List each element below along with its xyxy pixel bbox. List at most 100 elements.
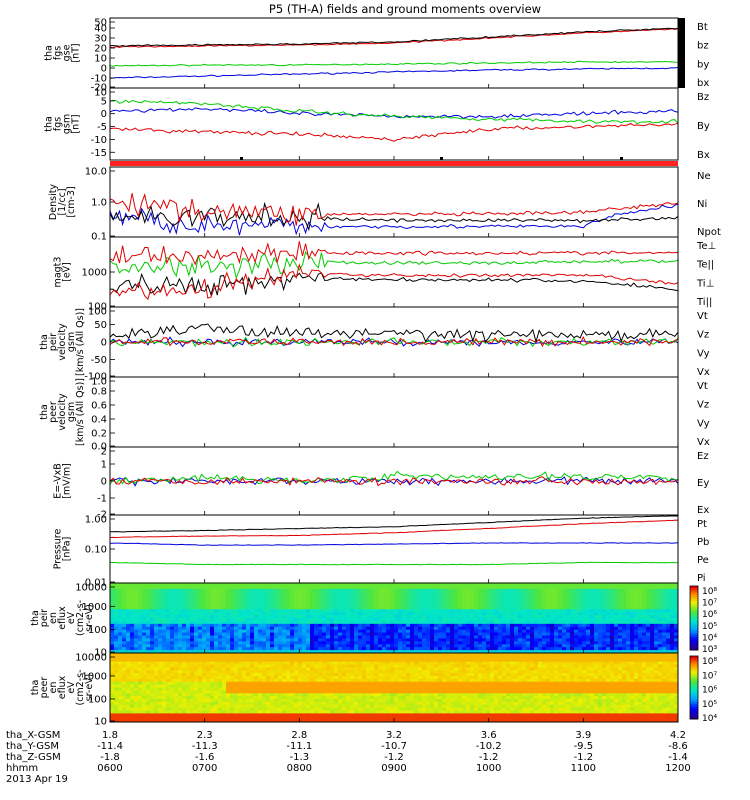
spec-cell (386, 606, 391, 610)
spec-cell (582, 632, 587, 636)
spec-cell (274, 641, 279, 645)
spec-cell (174, 594, 179, 598)
spec-cell (542, 635, 547, 639)
spec-cell (418, 597, 423, 601)
spec-cell (230, 673, 235, 677)
colorbar-cell (690, 624, 698, 628)
spec-cell (566, 641, 571, 645)
spec-cell (510, 615, 515, 619)
spec-cell (350, 635, 355, 639)
spec-cell (246, 713, 251, 717)
spec-cell (298, 615, 303, 619)
spec-cell (174, 676, 179, 680)
spec-cell (158, 673, 163, 677)
spec-cell (138, 626, 143, 631)
series-Vx (109, 336, 679, 348)
spec-cell (302, 641, 307, 645)
spec-cell (286, 661, 291, 665)
spec-cell (206, 626, 211, 631)
spec-cell (174, 609, 179, 613)
spec-cell (238, 583, 243, 587)
spec-cell (242, 670, 247, 674)
y-tick-label: 1000 (82, 602, 107, 613)
spec-cell (658, 647, 663, 651)
spec-cell (226, 606, 231, 610)
spec-cell (582, 591, 587, 596)
spec-cell (238, 707, 243, 711)
spec-cell (118, 650, 123, 654)
spec-cell (626, 606, 631, 610)
spec-cell (242, 588, 247, 593)
spec-cell (502, 623, 507, 628)
spec-cell (546, 641, 551, 645)
spec-cell (574, 588, 579, 593)
spec-cell (294, 693, 299, 697)
spec-cell (590, 588, 595, 593)
spec-cell (218, 612, 223, 616)
spec-cell (322, 650, 327, 654)
spec-cell (246, 673, 251, 677)
spec-cell (554, 597, 559, 601)
spec-cell (314, 664, 319, 668)
spec-cell (330, 684, 335, 688)
spec-cell (250, 719, 255, 723)
spec-cell (230, 707, 235, 711)
spec-cell (122, 650, 127, 654)
spec-cell (258, 713, 263, 717)
spec-cell (422, 635, 427, 639)
spec-cell (370, 594, 375, 598)
spec-cell (438, 606, 443, 610)
spec-cell (302, 600, 307, 604)
y-tick-label: 0 (101, 109, 107, 120)
spec-cell (158, 658, 163, 663)
spec-cell (254, 693, 259, 697)
spec-cell (134, 676, 139, 680)
spec-cell (646, 615, 651, 619)
spec-cell (346, 644, 351, 648)
spec-cell (290, 687, 295, 691)
spec-cell (434, 629, 439, 633)
spec-cell (542, 588, 547, 593)
spec-cell (346, 612, 351, 616)
spec-cell (610, 629, 615, 633)
spec-cell (366, 609, 371, 613)
spec-cell (626, 638, 631, 642)
spec-cell (406, 632, 411, 636)
spec-cell (198, 583, 203, 587)
spec-cell (310, 629, 315, 633)
spec-cell (310, 661, 315, 665)
spec-cell (378, 591, 383, 596)
spec-cell (246, 585, 251, 590)
spec-cell (122, 632, 127, 636)
spec-cell (186, 707, 191, 711)
spec-cell (354, 594, 359, 598)
series-Ti|| (109, 250, 679, 280)
spec-cell (450, 647, 455, 651)
spec-cell (206, 701, 211, 706)
spec-cell (426, 650, 431, 654)
spec-cell (322, 647, 327, 651)
spec-cell (294, 629, 299, 633)
spec-cell (222, 585, 227, 590)
spec-cell (318, 644, 323, 648)
spec-cell (338, 597, 343, 601)
y-tick-label: 0.8 (91, 387, 107, 398)
spec-cell (310, 687, 315, 691)
spec-cell (454, 603, 459, 607)
y-tick-label: 1000 (82, 268, 107, 279)
spec-cell (462, 618, 467, 622)
spec-cell (226, 719, 231, 723)
spec-cell (174, 591, 179, 596)
spec-cell (166, 591, 171, 596)
spec-cell (114, 626, 119, 631)
spec-cell (206, 583, 211, 587)
spec-cell (586, 623, 591, 628)
spec-cell (126, 713, 131, 717)
spec-cell (522, 623, 527, 628)
spec-cell (290, 701, 295, 706)
spec-cell (306, 681, 311, 686)
spec-cell (610, 620, 615, 625)
spec-cell (286, 710, 291, 714)
spec-cell (282, 594, 287, 598)
spec-cell (222, 635, 227, 639)
